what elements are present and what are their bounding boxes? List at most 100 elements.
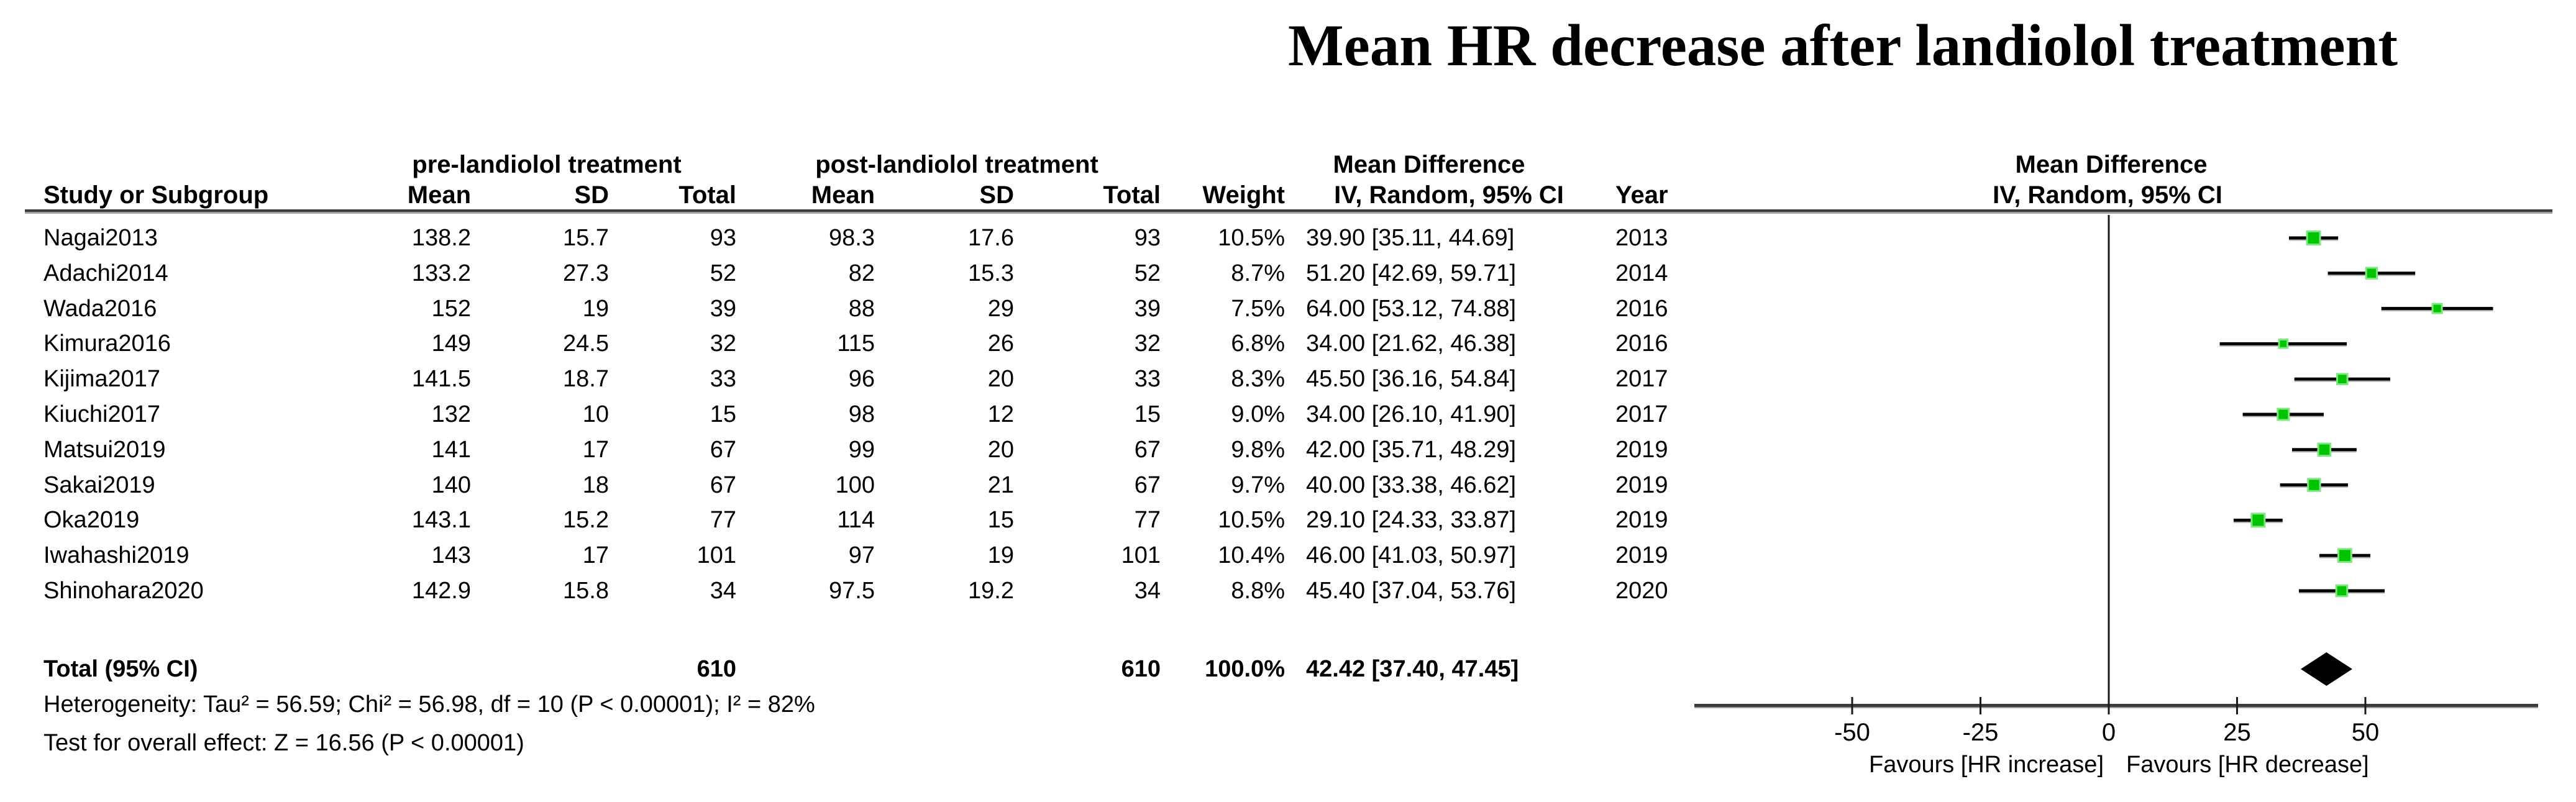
pre-total-value: 93 <box>710 225 736 251</box>
pre-mean-value: 141.5 <box>411 366 471 393</box>
point-estimate-marker <box>2306 230 2321 245</box>
post-sd-value: 19.2 <box>968 578 1014 604</box>
pre-total-value: 67 <box>710 472 736 498</box>
weight-value: 8.7% <box>1231 260 1285 286</box>
group-header-post: post-landiolol treatment <box>815 151 1098 178</box>
col-header-post-sd: SD <box>979 181 1014 209</box>
col-header-post-total: Total <box>1103 181 1161 209</box>
col-header-weight: Weight <box>1202 181 1285 209</box>
md-ci-text: 64.00 [53.12, 74.88] <box>1306 295 1517 322</box>
post-sd-value: 26 <box>987 330 1014 357</box>
weight-value: 10.4% <box>1218 542 1285 569</box>
weight-value: 9.7% <box>1231 472 1285 498</box>
post-total-value: 77 <box>1134 507 1161 534</box>
pre-sd-value: 10 <box>582 401 609 427</box>
weight-value: 6.8% <box>1231 330 1285 357</box>
weight-value: 8.3% <box>1231 366 1285 393</box>
pre-sd-value: 18.7 <box>563 366 609 393</box>
study-label: Iwahashi2019 <box>43 542 190 569</box>
group-header-pre: pre-landiolol treatment <box>412 151 682 178</box>
post-mean-value: 97 <box>848 542 875 569</box>
pre-sd-value: 15.2 <box>563 507 609 534</box>
post-sd-value: 15 <box>987 507 1014 534</box>
post-total-value: 32 <box>1134 330 1161 357</box>
post-mean-value: 98.3 <box>829 225 875 251</box>
col-header-pre-mean: Mean <box>407 181 471 209</box>
pre-mean-value: 149 <box>431 330 471 357</box>
md-ci-text: 51.20 [42.69, 59.71] <box>1306 260 1517 286</box>
overall-effect-note: Test for overall effect: Z = 16.56 (P < … <box>43 730 524 756</box>
post-total-value: 67 <box>1134 436 1161 463</box>
post-total-value: 52 <box>1134 260 1161 286</box>
x-axis-tick <box>2236 697 2238 714</box>
heterogeneity-note: Heterogeneity: Tau² = 56.59; Chi² = 56.9… <box>43 691 815 718</box>
year-value: 2017 <box>1615 366 1668 393</box>
col-header-study: Study or Subgroup <box>43 181 269 209</box>
post-total-value: 34 <box>1134 578 1161 604</box>
weight-value: 10.5% <box>1218 507 1285 534</box>
x-axis-line <box>1694 704 2538 707</box>
col-header-pre-sd: SD <box>574 181 609 209</box>
zero-line <box>2108 215 2110 706</box>
study-label: Kimura2016 <box>43 330 171 357</box>
post-sd-value: 19 <box>987 542 1014 569</box>
col-header-iv-table: IV, Random, 95% CI <box>1334 181 1564 209</box>
post-mean-value: 99 <box>848 436 875 463</box>
pre-total-value: 101 <box>697 542 736 569</box>
pre-mean-value: 138.2 <box>411 225 471 251</box>
pre-sd-value: 15.8 <box>563 578 609 604</box>
post-mean-value: 98 <box>848 401 875 427</box>
md-ci-text: 45.40 [37.04, 53.76] <box>1306 578 1517 604</box>
col-header-pre-total: Total <box>678 181 736 209</box>
point-estimate-marker <box>2431 303 2443 314</box>
pre-total-value: 67 <box>710 436 736 463</box>
year-value: 2017 <box>1615 401 1668 427</box>
pre-total-value: 39 <box>710 295 736 322</box>
pre-sd-value: 17 <box>582 436 609 463</box>
pre-sd-value: 19 <box>582 295 609 322</box>
pre-mean-value: 152 <box>431 295 471 322</box>
post-mean-value: 97.5 <box>829 578 875 604</box>
x-axis-tick-label: 50 <box>2352 719 2380 746</box>
x-axis-tick-label: -50 <box>1834 719 1870 746</box>
weight-value: 7.5% <box>1231 295 1285 322</box>
post-total-value: 67 <box>1134 472 1161 498</box>
pre-mean-value: 143.1 <box>411 507 471 534</box>
weight-value: 9.0% <box>1231 401 1285 427</box>
post-mean-value: 115 <box>837 330 875 357</box>
year-value: 2019 <box>1615 542 1668 569</box>
post-sd-value: 21 <box>987 472 1014 498</box>
md-ci-text: 45.50 [36.16, 54.84] <box>1306 366 1517 393</box>
header-rule <box>25 209 2552 214</box>
year-value: 2019 <box>1615 472 1668 498</box>
pooled-effect-diamond <box>2300 652 2352 686</box>
study-label: Kijima2017 <box>43 366 160 393</box>
study-label: Wada2016 <box>43 295 157 322</box>
post-sd-value: 29 <box>987 295 1014 322</box>
weight-value: 10.5% <box>1218 225 1285 251</box>
pre-total-value: 32 <box>710 330 736 357</box>
study-label: Sakai2019 <box>43 472 155 498</box>
x-axis-tick-label: 0 <box>2102 719 2116 746</box>
study-label: Adachi2014 <box>43 260 168 286</box>
group-header-mean-difference-table: Mean Difference <box>1333 151 1525 178</box>
post-sd-value: 20 <box>987 366 1014 393</box>
favours-left-label: Favours [HR increase] <box>1869 752 2104 778</box>
x-axis-line-shadow <box>1694 707 2538 708</box>
study-label: Shinohara2020 <box>43 578 204 604</box>
post-sd-value: 20 <box>987 436 1014 463</box>
pre-sd-value: 15.7 <box>563 225 609 251</box>
year-value: 2020 <box>1615 578 1668 604</box>
study-label: Kiuchi2017 <box>43 401 161 427</box>
pre-mean-value: 142.9 <box>411 578 471 604</box>
post-mean-value: 114 <box>837 507 875 534</box>
pre-total-value: 52 <box>710 260 736 286</box>
weight-value: 8.8% <box>1231 578 1285 604</box>
pre-total-value: 77 <box>710 507 736 534</box>
post-total-value: 93 <box>1134 225 1161 251</box>
pre-total-value: 610 <box>697 656 736 682</box>
weight-value: 9.8% <box>1231 436 1285 463</box>
x-axis-tick <box>1980 697 1981 714</box>
point-estimate-marker <box>2250 513 2266 528</box>
